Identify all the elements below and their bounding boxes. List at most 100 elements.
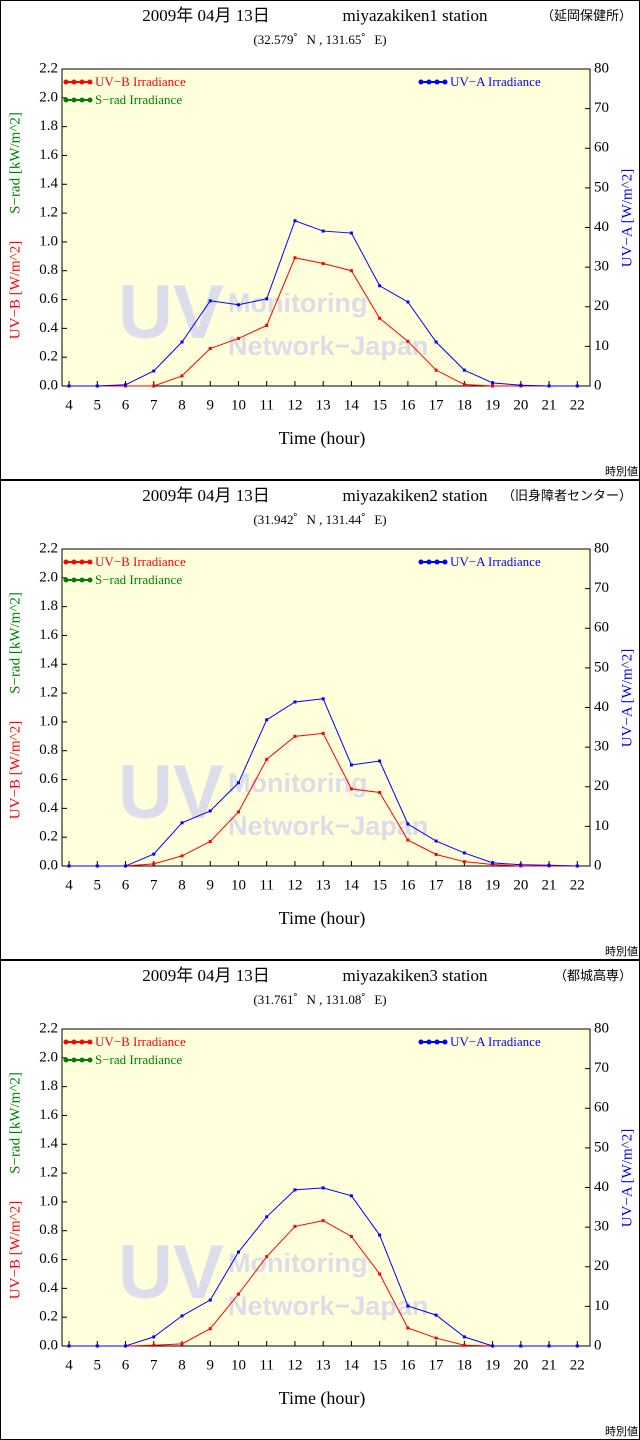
point — [293, 256, 297, 260]
legend-marker — [418, 1039, 424, 1045]
x-tick-label: 17 — [429, 1357, 445, 1373]
point — [95, 864, 99, 868]
y2-tick-label: 0 — [594, 377, 602, 393]
point — [208, 809, 212, 813]
y2-axis-label: UV−A [W/m^2] — [619, 649, 635, 747]
x-tick-label: 19 — [485, 877, 500, 893]
point — [547, 863, 551, 867]
y2-tick-label: 70 — [594, 100, 609, 116]
y-tick-label: 1.2 — [39, 205, 58, 221]
point — [293, 734, 297, 738]
x-tick-label: 21 — [542, 877, 557, 893]
x-tick-label: 5 — [94, 877, 102, 893]
point — [378, 1272, 382, 1276]
point — [180, 1314, 184, 1318]
legend-marker — [79, 79, 85, 85]
y2-tick-label: 10 — [594, 818, 609, 834]
point — [349, 787, 353, 791]
y-tick-label: 1.6 — [39, 1107, 58, 1123]
y-tick-label: 2.2 — [39, 60, 58, 76]
y2-tick-label: 60 — [594, 620, 609, 636]
point — [293, 700, 297, 704]
legend-marker — [79, 97, 85, 103]
point — [349, 763, 353, 767]
y-tick-label: 2.2 — [39, 1020, 58, 1036]
y-tick-label: 0.8 — [39, 1222, 58, 1238]
point — [265, 323, 269, 327]
point — [491, 381, 495, 385]
legend-marker — [79, 559, 85, 565]
legend-marker — [87, 97, 93, 103]
y2-tick-label: 70 — [594, 1060, 609, 1076]
x-axis-label: Time (hour) — [279, 428, 366, 449]
point — [575, 384, 579, 388]
x-tick-label: 12 — [287, 397, 302, 413]
x-tick-label: 6 — [122, 877, 130, 893]
point — [152, 862, 156, 866]
point — [321, 731, 325, 735]
x-tick-label: 18 — [457, 397, 472, 413]
watermark: Monitoring — [228, 768, 367, 798]
point — [208, 347, 212, 351]
watermark: Network−Japan — [228, 331, 428, 361]
legend-marker — [71, 1057, 77, 1063]
point — [293, 219, 297, 223]
point — [378, 316, 382, 320]
point — [236, 303, 240, 307]
x-tick-label: 8 — [178, 1357, 186, 1373]
date: 2009年 04月 13日 — [142, 966, 270, 985]
y-tick-label: 0.2 — [39, 1309, 58, 1325]
legend-marker — [63, 577, 69, 583]
y-tick-label: 0.4 — [39, 1280, 58, 1296]
point — [575, 864, 579, 868]
y-tick-label: 1.6 — [39, 627, 58, 643]
x-tick-label: 13 — [316, 1357, 331, 1373]
plot-area — [62, 69, 590, 386]
x-tick-label: 15 — [372, 397, 387, 413]
y-tick-label: 1.6 — [39, 147, 58, 163]
legend-marker — [63, 559, 69, 565]
point — [575, 1344, 579, 1348]
y2-tick-label: 30 — [594, 259, 609, 275]
x-tick-label: 8 — [178, 877, 186, 893]
watermark: Network−Japan — [228, 1291, 428, 1321]
legend-marker — [79, 1039, 85, 1045]
y-tick-label: 1.8 — [39, 1078, 58, 1094]
point — [547, 384, 551, 388]
y-tick-label: 0.0 — [39, 377, 58, 393]
y2-tick-label: 40 — [594, 1179, 609, 1195]
point — [208, 299, 212, 303]
point — [378, 1233, 382, 1237]
point — [95, 384, 99, 388]
legend-marker — [426, 79, 432, 85]
legend-label: UV−B Irradiance — [95, 554, 186, 569]
x-tick-label: 11 — [259, 1357, 273, 1373]
y2-tick-label: 80 — [594, 540, 609, 556]
x-tick-label: 5 — [94, 1357, 102, 1373]
plot-area — [62, 549, 590, 866]
point — [293, 1188, 297, 1192]
location: (31.761゜N , 131.08゜E) — [253, 992, 386, 1007]
legend-marker — [71, 79, 77, 85]
y-tick-label: 1.4 — [39, 176, 58, 192]
station: miyazakiken2 station — [343, 486, 488, 505]
y-tick-label: 0.2 — [39, 349, 58, 365]
point — [434, 368, 438, 372]
legend-marker — [71, 1039, 77, 1045]
x-tick-label: 18 — [457, 1357, 472, 1373]
y2-tick-label: 20 — [594, 298, 609, 314]
y2-tick-label: 70 — [594, 580, 609, 596]
legend-label: UV−A Irradiance — [450, 1034, 541, 1049]
legend-marker — [63, 1039, 69, 1045]
y2-tick-label: 10 — [594, 1298, 609, 1314]
x-tick-label: 17 — [429, 397, 445, 413]
station: miyazakiken3 station — [343, 966, 488, 985]
legend-marker — [442, 1039, 448, 1045]
x-tick-label: 7 — [150, 397, 158, 413]
x-tick-label: 14 — [344, 397, 360, 413]
watermark: UV — [118, 1230, 224, 1315]
y2-tick-label: 80 — [594, 1020, 609, 1036]
x-tick-label: 7 — [150, 1357, 158, 1373]
chart-panel: 2009年 04月 13日 miyazakiken3 station （都城高専） (… — [0, 960, 640, 1440]
x-tick-label: 8 — [178, 397, 186, 413]
